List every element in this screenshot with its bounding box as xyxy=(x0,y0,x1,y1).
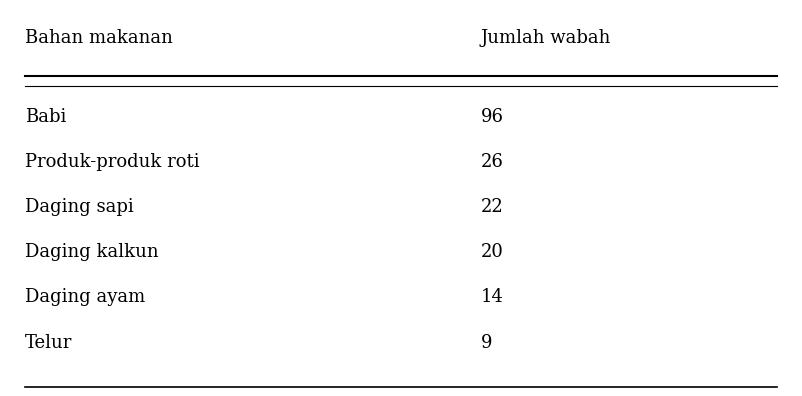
Text: Produk-produk roti: Produk-produk roti xyxy=(26,153,200,171)
Text: 26: 26 xyxy=(481,153,504,171)
Text: 96: 96 xyxy=(481,108,504,126)
Text: Babi: Babi xyxy=(26,108,67,126)
Text: Daging ayam: Daging ayam xyxy=(26,288,146,307)
Text: 22: 22 xyxy=(481,198,504,216)
Text: 14: 14 xyxy=(481,288,504,307)
Text: Daging kalkun: Daging kalkun xyxy=(26,243,159,261)
Text: Bahan makanan: Bahan makanan xyxy=(26,29,173,47)
Text: 20: 20 xyxy=(481,243,504,261)
Text: Daging sapi: Daging sapi xyxy=(26,198,134,216)
Text: Telur: Telur xyxy=(26,334,73,352)
Text: Jumlah wabah: Jumlah wabah xyxy=(481,29,611,47)
Text: 9: 9 xyxy=(481,334,492,352)
